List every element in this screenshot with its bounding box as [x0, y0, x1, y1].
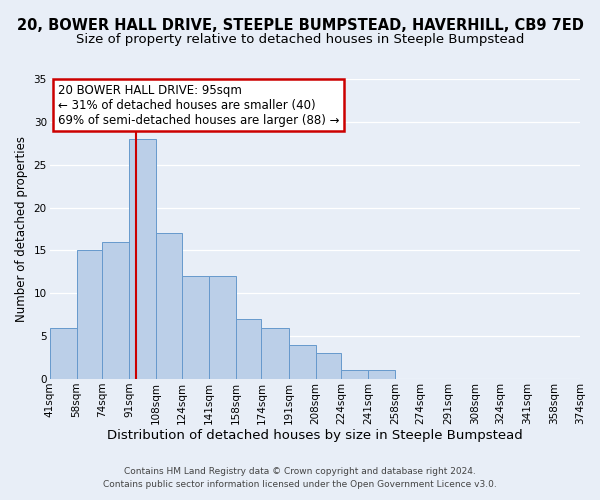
- Bar: [50, 328, 77, 379]
- Bar: [262, 328, 289, 379]
- Bar: [129, 139, 157, 379]
- Text: 20, BOWER HALL DRIVE, STEEPLE BUMPSTEAD, HAVERHILL, CB9 7ED: 20, BOWER HALL DRIVE, STEEPLE BUMPSTEAD,…: [17, 18, 583, 32]
- Bar: [368, 370, 395, 379]
- Text: Contains HM Land Registry data © Crown copyright and database right 2024.: Contains HM Land Registry data © Crown c…: [124, 467, 476, 476]
- Bar: [316, 354, 341, 379]
- X-axis label: Distribution of detached houses by size in Steeple Bumpstead: Distribution of detached houses by size …: [107, 430, 523, 442]
- Bar: [182, 276, 209, 379]
- Bar: [341, 370, 368, 379]
- Text: Contains public sector information licensed under the Open Government Licence v3: Contains public sector information licen…: [103, 480, 497, 489]
- Y-axis label: Number of detached properties: Number of detached properties: [15, 136, 28, 322]
- Bar: [102, 242, 129, 379]
- Bar: [289, 345, 316, 379]
- Text: Size of property relative to detached houses in Steeple Bumpstead: Size of property relative to detached ho…: [76, 32, 524, 46]
- Bar: [236, 319, 262, 379]
- Bar: [77, 250, 102, 379]
- Bar: [157, 234, 182, 379]
- Text: 20 BOWER HALL DRIVE: 95sqm
← 31% of detached houses are smaller (40)
69% of semi: 20 BOWER HALL DRIVE: 95sqm ← 31% of deta…: [58, 84, 339, 126]
- Bar: [209, 276, 236, 379]
